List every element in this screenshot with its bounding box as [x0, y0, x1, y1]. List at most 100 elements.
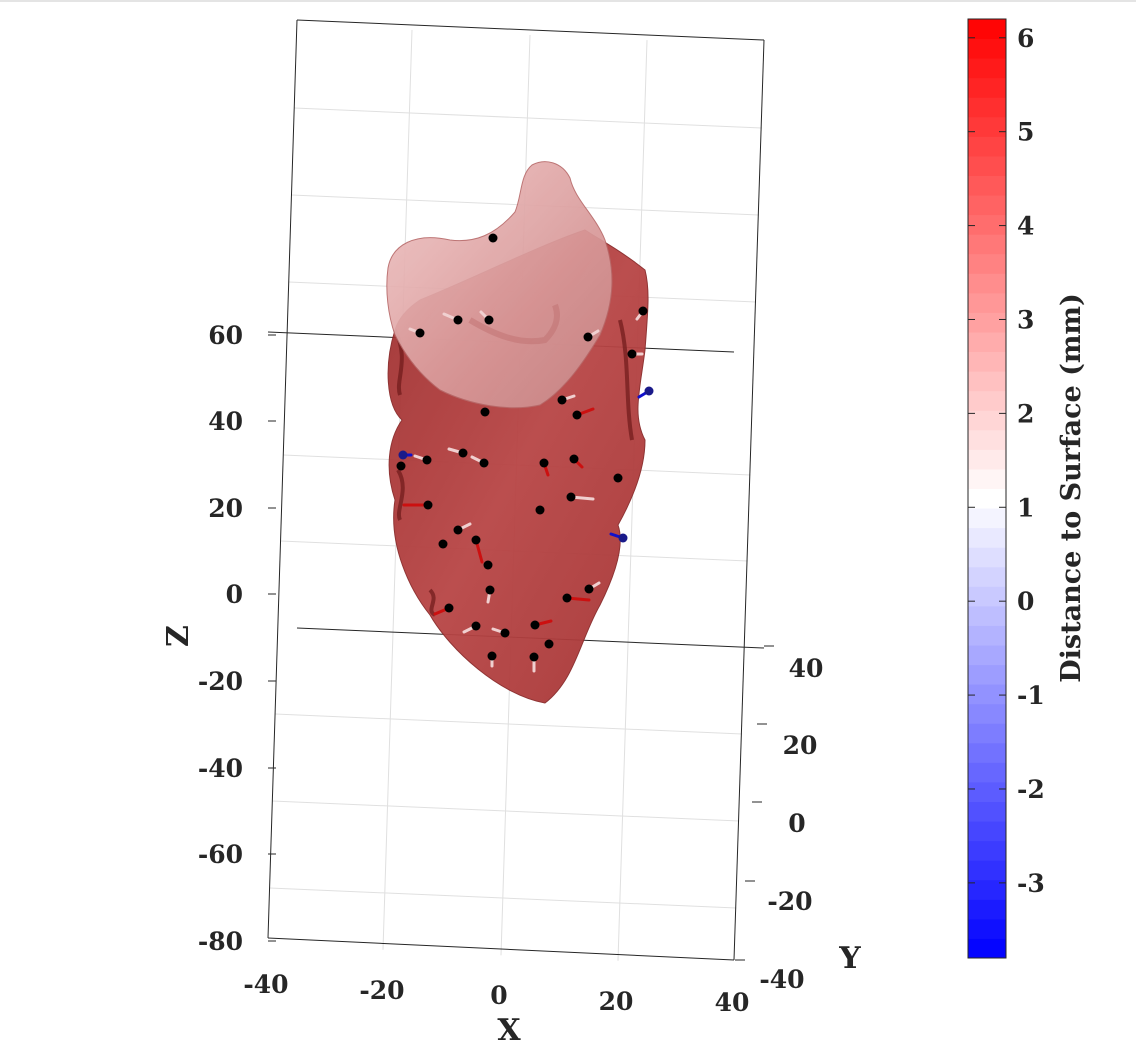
probe-point: [638, 306, 648, 316]
colorbar-band: [968, 742, 1006, 763]
colorbar-frame: [967, 18, 1007, 959]
colorbar-band: [968, 175, 1006, 196]
probe-point: [484, 315, 494, 325]
colorbar-tick-label: 5: [1017, 118, 1034, 147]
colorbar-band: [968, 468, 1006, 489]
probe-point: [530, 620, 540, 630]
probe-points: [396, 233, 654, 673]
colorbar-band: [968, 195, 1006, 216]
probe-point: [438, 539, 448, 549]
probe-point: [487, 651, 497, 661]
colorbar-band: [968, 488, 1006, 509]
z-tick-label: -40: [198, 754, 243, 783]
probe-point: [618, 533, 628, 543]
colorbar-band: [968, 703, 1006, 724]
colorbar-band: [968, 253, 1006, 274]
organ-surface: [386, 161, 649, 704]
probe-point: [488, 233, 498, 243]
colorbar-band: [968, 547, 1006, 568]
colorbar-band: [968, 879, 1006, 900]
probe-point: [529, 652, 539, 662]
probe-point: [613, 473, 623, 483]
colorbar-band: [968, 781, 1006, 802]
probe-point: [458, 448, 468, 458]
z-axis-label: Z: [161, 625, 196, 647]
y-axis-ticks: -40 -20 0 20 40: [735, 645, 823, 994]
colorbar-tick-label: 0: [1017, 587, 1034, 616]
colorbar-band: [968, 332, 1006, 353]
probe-point: [566, 492, 576, 502]
probe-point: [644, 386, 654, 396]
colorbar-band: [968, 938, 1006, 959]
z-tick-label: -80: [198, 927, 243, 956]
colorbar-band: [968, 371, 1006, 392]
probe-point: [480, 407, 490, 417]
colorbar-band: [968, 586, 1006, 607]
probe-point: [572, 410, 582, 420]
colorbar-band: [968, 840, 1006, 861]
colorbar: -3 -2 -1 0 1 2 3 4 5 6 Distance to Surface (mm): [967, 18, 1087, 959]
colorbar-band: [968, 116, 1006, 137]
colorbar-band: [968, 899, 1006, 920]
colorbar-band: [968, 429, 1006, 450]
colorbar-band: [968, 605, 1006, 626]
x-tick-label: -40: [243, 970, 288, 999]
y-tick-label: 0: [788, 809, 805, 838]
probe-point: [479, 458, 489, 468]
box-edge-left: [267, 19, 298, 939]
probe-point: [415, 328, 425, 338]
probe-point: [422, 455, 432, 465]
colorbar-band: [968, 684, 1006, 705]
colorbar-band: [968, 77, 1006, 98]
colorbar-band: [968, 273, 1006, 294]
colorbar-band: [968, 762, 1006, 783]
colorbar-band: [968, 214, 1006, 235]
probe-point: [483, 560, 493, 570]
colorbar-band: [968, 821, 1006, 842]
colorbar-band: [968, 292, 1006, 313]
colorbar-band: [968, 664, 1006, 685]
x-tick-label: 20: [599, 987, 634, 1016]
y-tick-label: 20: [783, 731, 818, 760]
grid-line: [294, 107, 762, 129]
z-tick-label: 0: [226, 580, 243, 609]
probe-point: [485, 585, 495, 595]
y-tick-label: -40: [759, 965, 804, 994]
organ-top-cap: [386, 161, 613, 409]
box-edge-bottom: [267, 937, 735, 961]
probe-point: [557, 395, 567, 405]
probe-point: [500, 628, 510, 638]
z-tick-label: 60: [208, 321, 243, 350]
colorbar-band: [968, 801, 1006, 822]
probe-point: [398, 450, 408, 460]
probe-point: [627, 349, 637, 359]
colorbar-band: [968, 136, 1006, 157]
x-tick-label: 0: [490, 981, 507, 1010]
colorbar-band: [968, 625, 1006, 646]
colorbar-band: [968, 97, 1006, 118]
probe-point: [396, 461, 406, 471]
colorbar-band: [968, 410, 1006, 431]
probe-point: [539, 458, 549, 468]
colorbar-title: Distance to Surface (mm): [1056, 293, 1087, 683]
colorbar-tick-label: 1: [1017, 493, 1034, 522]
probe-point: [535, 505, 545, 515]
colorbar-tick-label: 6: [1017, 24, 1034, 53]
probe-point: [453, 315, 463, 325]
colorbar-band: [968, 19, 1006, 40]
colorbar-band: [968, 58, 1006, 79]
colorbar-band: [968, 860, 1006, 881]
z-tick-label: 40: [208, 407, 243, 436]
colorbar-band: [968, 449, 1006, 470]
colorbar-tick-label: 2: [1017, 399, 1034, 428]
colorbar-band: [968, 351, 1006, 372]
probe-point: [471, 621, 481, 631]
colorbar-tick-label: -2: [1017, 775, 1045, 804]
probe-point: [453, 525, 463, 535]
colorbar-band: [968, 566, 1006, 587]
colorbar-band: [968, 390, 1006, 411]
colorbar-band: [968, 312, 1006, 333]
x-tick-label: -20: [359, 976, 404, 1005]
colorbar-band: [968, 723, 1006, 744]
